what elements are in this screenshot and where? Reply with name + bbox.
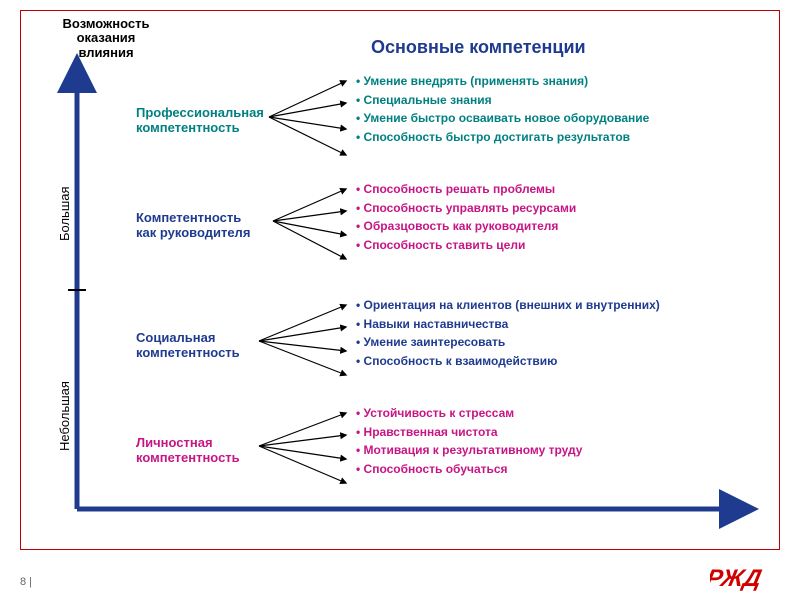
competency-item: Умение быстро осваивать новое оборудован… [356, 112, 649, 125]
competency-item: Способность решать проблемы [356, 183, 576, 196]
competency-item: Образцовость как руководителя [356, 220, 576, 233]
category-label: Компетентностькак руководителя [136, 211, 250, 241]
competency-item: Нравственная чистота [356, 426, 582, 439]
competency-list: Устойчивость к стрессам Нравственная чист… [356, 407, 582, 481]
y-scale-label-small: Небольшая [57, 301, 72, 451]
page-number: 8 | [20, 576, 32, 588]
competency-list: Умение внедрять (применять знания) Специа… [356, 75, 649, 149]
competency-item: Мотивация к результативному труду [356, 444, 582, 457]
competency-item: Ориентация на клиентов (внешних и внутре… [356, 299, 660, 312]
category-label: Профессиональнаякомпетентность [136, 106, 264, 136]
competency-list: Способность решать проблемы Способность у… [356, 183, 576, 257]
competency-item: Умение внедрять (применять знания) [356, 75, 649, 88]
competency-item: Способность быстро достигать результатов [356, 131, 649, 144]
y-scale-label-big: Большая [57, 91, 72, 241]
competency-item: Способность управлять ресурсами [356, 202, 576, 215]
y-axis-title: Возможность оказания влияния [51, 17, 161, 60]
category-label: Социальнаякомпетентность [136, 331, 240, 361]
category-label: Личностнаякомпетентность [136, 436, 240, 466]
competency-item: Навыки наставничества [356, 318, 660, 331]
competency-item: Устойчивость к стрессам [356, 407, 582, 420]
diagram-frame: Возможность оказания влияния Основные ко… [20, 10, 780, 550]
competency-item: Способность обучаться [356, 463, 582, 476]
axis-tick [68, 289, 86, 291]
competency-list: Ориентация на клиентов (внешних и внутре… [356, 299, 660, 373]
svg-text:РЖД: РЖД [710, 565, 764, 592]
competency-item: Способность к взаимодействию [356, 355, 660, 368]
competency-item: Специальные знания [356, 94, 649, 107]
main-title: Основные компетенции [371, 37, 586, 58]
competency-item: Умение заинтересовать [356, 336, 660, 349]
competency-item: Способность ставить цели [356, 239, 576, 252]
rzd-logo: РЖД [710, 562, 780, 592]
